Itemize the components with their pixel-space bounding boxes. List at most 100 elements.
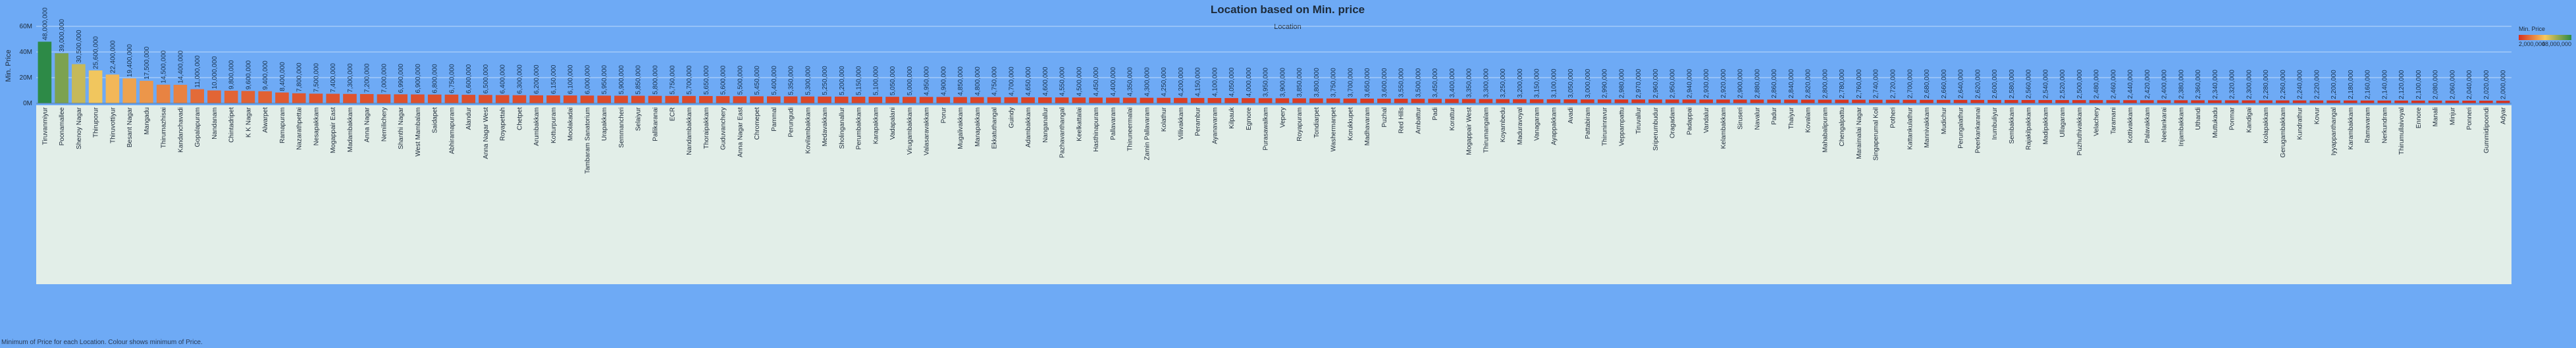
bar	[224, 90, 238, 103]
x-tick-label: Adyar	[2500, 107, 2508, 124]
value-label: 2,140,000	[2381, 70, 2388, 99]
x-tick-label: Kotturpuram	[550, 107, 558, 143]
x-tick-label: Kilpauk	[1228, 107, 1236, 129]
x-tick-label: Besant Nagar	[126, 107, 134, 147]
bar	[2360, 100, 2375, 103]
value-label: 4,100,000	[1211, 67, 1219, 97]
value-label: 4,250,000	[1161, 67, 1168, 97]
value-label: 3,800,000	[1313, 68, 1321, 97]
x-tick-label: Medavakkam	[822, 107, 829, 146]
x-tick-label: Gummidipoondi	[2483, 107, 2490, 153]
bar	[1479, 99, 1493, 103]
value-label: 4,600,000	[1042, 66, 1049, 96]
value-label: 2,320,000	[2229, 70, 2236, 99]
x-tick-label: Padappai	[1686, 107, 1693, 135]
bar	[1936, 99, 1951, 103]
bar	[851, 96, 866, 103]
value-label: 9,400,000	[262, 61, 269, 90]
value-label: 2,420,000	[2144, 69, 2151, 99]
bar	[868, 97, 883, 103]
value-label: 3,250,000	[1500, 68, 1507, 98]
x-tick-label: Taramani	[2110, 107, 2117, 134]
bar	[2394, 100, 2408, 103]
x-tick-label: Tondiarpet	[1313, 107, 1321, 138]
x-tick-label: Ramapuram	[279, 107, 286, 143]
bar	[2445, 100, 2459, 103]
value-label: 4,850,000	[957, 66, 964, 96]
value-label: 5,300,000	[804, 66, 812, 95]
value-label: 2,940,000	[1686, 68, 1693, 98]
bar	[1360, 98, 1374, 103]
x-tick-label: Muttukadu	[2212, 107, 2219, 138]
value-label: 2,820,000	[1805, 69, 1812, 99]
value-label: 3,200,000	[1517, 68, 1524, 98]
legend-title: Min. Price	[2519, 26, 2545, 32]
bar	[818, 96, 831, 103]
x-tick-label: Tiruvanmiyur	[41, 107, 49, 145]
x-tick-label: Navalur	[1754, 107, 1761, 130]
bar	[1055, 97, 1069, 103]
value-label: 22,400,000	[109, 40, 117, 73]
bar	[1597, 99, 1612, 103]
value-label: 4,050,000	[1228, 67, 1236, 97]
bar	[2089, 100, 2103, 103]
x-tick-label: Thaiyur	[1788, 107, 1795, 129]
x-tick-label: Washermanpet	[1330, 107, 1338, 152]
x-tick-label: Kolathur	[1161, 107, 1168, 132]
x-tick-label: Shanthi Nagar	[398, 107, 405, 149]
value-label: 4,350,000	[1127, 67, 1134, 97]
x-tick-label: Korukkupet	[1347, 107, 1354, 141]
x-tick-label: Royapettah	[500, 107, 507, 141]
x-tick-label: Purasawalkam	[1263, 107, 1270, 151]
value-label: 2,400,000	[2161, 69, 2169, 99]
x-tick-label: Anna Nagar	[364, 107, 371, 142]
value-label: 7,800,000	[296, 62, 303, 92]
bar	[427, 94, 442, 103]
x-tick-label: Thirumullaivoyal	[2398, 107, 2405, 155]
x-tick-label: Minjur	[2449, 107, 2456, 125]
x-tick-label: Pallavaram	[1110, 107, 1117, 140]
bar	[1648, 99, 1662, 103]
value-label: 5,250,000	[822, 66, 829, 95]
x-tick-label: Peerkankaranai	[1974, 107, 1982, 153]
value-label: 2,700,000	[1906, 69, 1914, 99]
x-tick-label: Oragadam	[1669, 107, 1677, 138]
y-tick-label: 60M	[20, 23, 32, 30]
bar	[580, 95, 594, 103]
bar	[1885, 99, 1900, 103]
bar	[834, 96, 849, 103]
bar	[1207, 98, 1222, 103]
value-label: 6,300,000	[516, 64, 523, 94]
x-tick-label: Thirumangalam	[1483, 107, 1490, 153]
bar	[241, 91, 255, 103]
value-label: 17,500,000	[144, 46, 151, 79]
bar	[1242, 98, 1255, 103]
value-label: 3,000,000	[1585, 68, 1592, 98]
value-label: 3,700,000	[1347, 68, 1354, 97]
legend-min: 2,000,000	[2519, 41, 2545, 47]
bar	[2123, 100, 2137, 103]
value-label: 5,350,000	[788, 66, 795, 95]
x-tick-label: Mogappair East	[330, 107, 337, 153]
x-tick-label: Pattabiram	[1585, 107, 1592, 139]
value-label: 2,780,000	[1839, 69, 1846, 99]
value-label: 3,950,000	[1263, 67, 1270, 97]
value-label: 4,000,000	[1246, 67, 1253, 97]
x-tick-label: Egmore	[1246, 107, 1253, 130]
bar	[1275, 98, 1290, 103]
bar	[292, 93, 306, 103]
value-label: 7,400,000	[330, 63, 337, 93]
bar	[698, 95, 713, 103]
x-tick-label: Vepery	[1279, 107, 1286, 128]
value-label: 5,450,000	[754, 65, 761, 95]
x-tick-label: Tambaram Sanatorium	[584, 107, 591, 174]
value-label: 4,150,000	[1195, 67, 1202, 97]
y-tick-label: 40M	[20, 49, 32, 56]
bar	[614, 95, 628, 103]
bar	[1461, 99, 1476, 103]
x-tick-label: Sembakkam	[2009, 107, 2016, 144]
value-label: 6,000,000	[584, 64, 591, 94]
x-tick-label: Ponneri	[2466, 107, 2473, 130]
bar	[1581, 99, 1594, 103]
y-axis-title: Min. Price	[5, 50, 13, 82]
